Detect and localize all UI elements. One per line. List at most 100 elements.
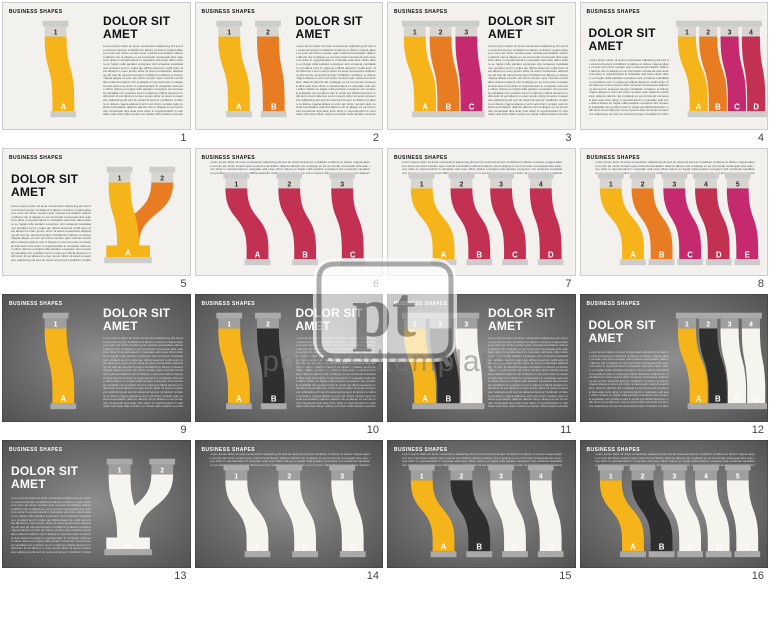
- slide-thumbnail[interactable]: BUSINESS SHAPESDOLOR SIT AMETLorem ipsum…: [195, 294, 384, 422]
- svg-text:2: 2: [439, 322, 443, 329]
- svg-text:1: 1: [54, 322, 58, 329]
- slide-diagram: 21AB: [196, 295, 383, 421]
- svg-text:1: 1: [684, 30, 688, 37]
- slide-diagram: 4321ABCD: [388, 441, 575, 567]
- slide-thumbnail[interactable]: BUSINESS SHAPESDOLOR SIT AMETLorem ipsum…: [195, 2, 384, 130]
- slide-thumbnail[interactable]: BUSINESS SHAPESDOLOR SIT AMETLorem ipsum…: [387, 2, 576, 130]
- thumbnail-cell[interactable]: BUSINESS SHAPESDOLOR SIT AMETLorem ipsum…: [2, 294, 191, 436]
- slide-number: 8: [580, 276, 769, 290]
- svg-text:2: 2: [459, 181, 463, 188]
- thumbnail-cell[interactable]: BUSINESS SHAPESDOLOR SIT AMETLorem ipsum…: [195, 2, 384, 144]
- svg-text:B: B: [270, 394, 276, 403]
- slide-number: 7: [387, 276, 576, 290]
- slide-diagram: 21AB: [196, 3, 383, 129]
- thumbnail-cell[interactable]: BUSINESS SHAPESLorem ipsum dolor sit ame…: [195, 440, 384, 582]
- slide-thumbnail[interactable]: BUSINESS SHAPESDOLOR SIT AMETLorem ipsum…: [2, 2, 191, 130]
- svg-text:A: A: [60, 394, 66, 403]
- slide-thumbnail[interactable]: BUSINESS SHAPESLorem ipsum dolor sit ame…: [387, 148, 576, 276]
- slide-diagram: 54321ABCDE: [581, 149, 768, 275]
- slide-diagram: 321ABC: [196, 441, 383, 567]
- slide-gallery: BUSINESS SHAPESDOLOR SIT AMETLorem ipsum…: [0, 0, 770, 630]
- svg-text:4: 4: [704, 181, 708, 188]
- svg-text:C: C: [734, 102, 740, 111]
- thumbnail-cell[interactable]: BUSINESS SHAPESLorem ipsum dolor sit ame…: [387, 148, 576, 290]
- slide-thumbnail[interactable]: BUSINESS SHAPESLorem ipsum dolor sit ame…: [580, 148, 769, 276]
- thumbnail-cell[interactable]: BUSINESS SHAPESDOLOR SIT AMETLorem ipsum…: [580, 2, 769, 144]
- svg-text:C: C: [687, 542, 693, 551]
- svg-text:3: 3: [672, 181, 676, 188]
- slide-diagram: 21A: [3, 441, 190, 567]
- slide-diagram: 321ABC: [388, 295, 575, 421]
- svg-text:3: 3: [727, 30, 731, 37]
- svg-text:E: E: [744, 542, 749, 551]
- svg-text:B: B: [714, 102, 720, 111]
- svg-text:1: 1: [227, 30, 231, 37]
- svg-text:C: C: [349, 250, 355, 259]
- svg-text:C: C: [687, 250, 693, 259]
- svg-text:3: 3: [499, 181, 503, 188]
- svg-text:B: B: [476, 250, 482, 259]
- slide-number: 11: [387, 422, 576, 436]
- svg-text:2: 2: [439, 30, 443, 37]
- slide-thumbnail[interactable]: BUSINESS SHAPESDOLOR SIT AMETLorem ipsum…: [2, 148, 191, 276]
- slide-number: 16: [580, 568, 769, 582]
- slide-number: 12: [580, 422, 769, 436]
- svg-text:4: 4: [704, 473, 708, 480]
- svg-text:3: 3: [464, 30, 468, 37]
- thumbnail-cell[interactable]: BUSINESS SHAPESDOLOR SIT AMETLorem ipsum…: [2, 2, 191, 144]
- svg-text:A: A: [422, 394, 428, 403]
- slide-diagram: 4321ABCD: [388, 149, 575, 275]
- slide-diagram: 321ABC: [196, 149, 383, 275]
- thumbnail-cell[interactable]: BUSINESS SHAPESLorem ipsum dolor sit ame…: [580, 440, 769, 582]
- slide-diagram: 4321ABCD: [581, 3, 768, 129]
- thumbnail-cell[interactable]: BUSINESS SHAPESLorem ipsum dolor sit ame…: [387, 440, 576, 582]
- svg-text:D: D: [715, 250, 721, 259]
- slide-number: 14: [195, 568, 384, 582]
- slide-thumbnail[interactable]: BUSINESS SHAPESLorem ipsum dolor sit ame…: [387, 440, 576, 568]
- slide-thumbnail[interactable]: BUSINESS SHAPESDOLOR SIT AMETLorem ipsum…: [580, 294, 769, 422]
- svg-text:3: 3: [672, 473, 676, 480]
- svg-text:A: A: [695, 102, 701, 111]
- slide-thumbnail[interactable]: BUSINESS SHAPESLorem ipsum dolor sit ame…: [195, 148, 384, 276]
- svg-text:A: A: [125, 540, 131, 549]
- thumbnail-cell[interactable]: BUSINESS SHAPESDOLOR SIT AMETLorem ipsum…: [2, 148, 191, 290]
- thumbnail-cell[interactable]: BUSINESS SHAPESDOLOR SIT AMETLorem ipsum…: [387, 294, 576, 436]
- slide-diagram: 321ABC: [388, 3, 575, 129]
- slide-thumbnail[interactable]: BUSINESS SHAPESLorem ipsum dolor sit ame…: [195, 440, 384, 568]
- svg-text:A: A: [630, 542, 636, 551]
- thumbnail-cell[interactable]: BUSINESS SHAPESLorem ipsum dolor sit ame…: [195, 148, 384, 290]
- slide-number: 13: [2, 568, 191, 582]
- slide-thumbnail[interactable]: BUSINESS SHAPESDOLOR SIT AMETLorem ipsum…: [2, 440, 191, 568]
- slide-number: 1: [2, 130, 191, 144]
- svg-text:1: 1: [608, 473, 612, 480]
- thumbnail-cell[interactable]: BUSINESS SHAPESDOLOR SIT AMETLorem ipsum…: [2, 440, 191, 582]
- thumbnail-cell[interactable]: BUSINESS SHAPESDOLOR SIT AMETLorem ipsum…: [387, 2, 576, 144]
- slide-thumbnail[interactable]: BUSINESS SHAPESDOLOR SIT AMETLorem ipsum…: [387, 294, 576, 422]
- thumbnail-cell[interactable]: BUSINESS SHAPESDOLOR SIT AMETLorem ipsum…: [580, 294, 769, 436]
- svg-text:B: B: [476, 542, 482, 551]
- slide-thumbnail[interactable]: BUSINESS SHAPESDOLOR SIT AMETLorem ipsum…: [2, 294, 191, 422]
- svg-text:B: B: [270, 102, 276, 111]
- svg-text:1: 1: [118, 468, 122, 475]
- slide-number: 15: [387, 568, 576, 582]
- svg-text:2: 2: [160, 176, 164, 183]
- svg-text:B: B: [445, 394, 451, 403]
- svg-text:2: 2: [640, 473, 644, 480]
- slide-thumbnail[interactable]: BUSINESS SHAPESDOLOR SIT AMETLorem ipsum…: [580, 2, 769, 130]
- svg-text:A: A: [236, 394, 242, 403]
- svg-text:C: C: [349, 542, 355, 551]
- svg-text:B: B: [714, 394, 720, 403]
- svg-text:3: 3: [340, 473, 344, 480]
- thumbnail-cell[interactable]: BUSINESS SHAPESLorem ipsum dolor sit ame…: [580, 148, 769, 290]
- svg-text:B: B: [302, 542, 308, 551]
- svg-text:C: C: [734, 394, 740, 403]
- svg-text:1: 1: [420, 181, 424, 188]
- svg-text:C: C: [469, 102, 475, 111]
- svg-text:D: D: [548, 542, 554, 551]
- slide-number: 4: [580, 130, 769, 144]
- slide-diagram: 1A: [3, 3, 190, 129]
- slide-thumbnail[interactable]: BUSINESS SHAPESLorem ipsum dolor sit ame…: [580, 440, 769, 568]
- slide-diagram: 21A: [3, 149, 190, 275]
- thumbnail-cell[interactable]: BUSINESS SHAPESDOLOR SIT AMETLorem ipsum…: [195, 294, 384, 436]
- svg-text:1: 1: [234, 473, 238, 480]
